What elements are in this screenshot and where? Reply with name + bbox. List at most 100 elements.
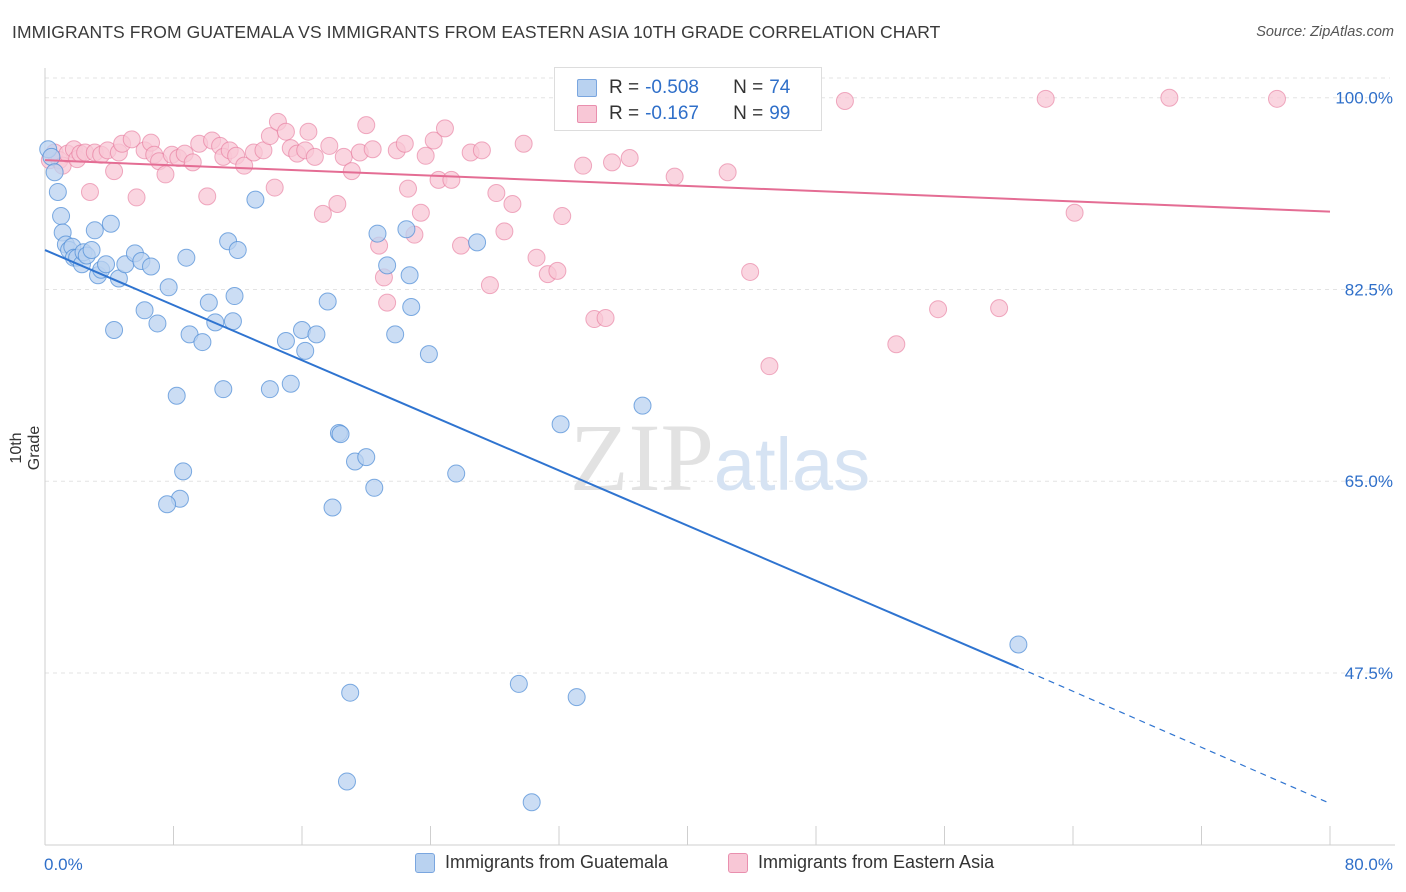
data-point-guatemala [368, 224, 387, 243]
data-point-guatemala [341, 683, 360, 702]
data-point-eastern-asia [357, 116, 376, 135]
data-point-eastern-asia [760, 357, 779, 376]
data-point-guatemala [97, 255, 116, 274]
legend-swatch-pink [577, 105, 597, 123]
data-point-guatemala [281, 374, 300, 393]
data-point-eastern-asia [305, 147, 324, 166]
data-point-eastern-asia [1036, 89, 1055, 108]
data-point-eastern-asia [887, 335, 906, 354]
data-point-eastern-asia [156, 165, 175, 184]
data-point-eastern-asia [411, 203, 430, 222]
data-point-eastern-asia [574, 156, 593, 175]
series-eastern-asia [40, 88, 1286, 376]
series-legend: Immigrants from Guatemala Immigrants fro… [0, 850, 1406, 878]
source-label: Source: ZipAtlas.com [1256, 24, 1394, 40]
data-point-eastern-asia [620, 148, 639, 167]
data-point-eastern-asia [122, 130, 141, 149]
data-point-eastern-asia [416, 146, 435, 165]
stats-row-eastern-asia: R = -0.167 N = 99 [577, 101, 790, 127]
data-point-guatemala [193, 333, 212, 352]
data-point-guatemala [402, 298, 421, 317]
data-point-eastern-asia [299, 122, 318, 141]
data-point-guatemala [296, 341, 315, 360]
data-point-guatemala [174, 462, 193, 481]
data-point-guatemala [142, 257, 161, 276]
trend-line-guatemala-extension [1018, 666, 1331, 804]
data-point-eastern-asia [835, 92, 854, 111]
data-point-eastern-asia [424, 131, 443, 150]
data-point-guatemala [397, 220, 416, 239]
data-point-guatemala [48, 182, 67, 201]
data-point-guatemala [400, 266, 419, 285]
data-point-guatemala [307, 325, 326, 344]
data-point-eastern-asia [399, 179, 418, 198]
data-point-guatemala [337, 772, 356, 791]
data-point-guatemala [45, 163, 64, 182]
x-tick-label: 0.0% [44, 855, 83, 874]
data-point-eastern-asia [198, 187, 217, 206]
stats-legend: R = -0.508 N = 74 R = -0.167 N = 99 [554, 67, 822, 131]
data-point-eastern-asia [313, 204, 332, 223]
legend-item-eastern-asia: Immigrants from Eastern Asia [728, 852, 994, 873]
data-point-eastern-asia [1160, 88, 1179, 107]
trend-line-guatemala [44, 249, 1019, 669]
data-point-eastern-asia [342, 162, 361, 181]
data-point-eastern-asia [553, 207, 572, 226]
data-point-guatemala [447, 464, 466, 483]
data-point-eastern-asia [105, 162, 124, 181]
data-point-eastern-asia [527, 248, 546, 267]
data-point-eastern-asia [265, 178, 284, 197]
data-point-eastern-asia [378, 293, 397, 312]
data-point-eastern-asia [1267, 89, 1286, 108]
data-point-guatemala [323, 498, 342, 517]
data-point-guatemala [42, 147, 61, 166]
data-point-eastern-asia [80, 182, 99, 201]
data-point-guatemala [159, 278, 178, 297]
y-axis-label: 10th Grade [8, 425, 43, 471]
r-label: R = [609, 77, 640, 98]
data-point-eastern-asia [472, 141, 491, 160]
data-point-guatemala [386, 325, 405, 344]
chart-title: IMMIGRANTS FROM GUATEMALA VS IMMIGRANTS … [12, 22, 941, 42]
legend-swatch-blue [577, 79, 597, 97]
data-point-eastern-asia [665, 167, 684, 186]
legend-item-guatemala: Immigrants from Guatemala [415, 852, 668, 873]
n-value: 74 [769, 77, 791, 98]
tick-labels: 100.0% 82.5% 65.0% 47.5% 0.0% 80.0% [44, 89, 1393, 874]
data-point-eastern-asia [603, 153, 622, 172]
data-point-guatemala [167, 386, 186, 405]
data-point-guatemala [468, 233, 487, 252]
trend-lines [44, 159, 1331, 804]
watermark: ZIPatlas [570, 404, 870, 511]
data-point-guatemala [551, 415, 570, 434]
data-point-guatemala [225, 287, 244, 306]
data-point-guatemala [177, 248, 196, 267]
data-point-guatemala [214, 380, 233, 399]
axes [44, 68, 1395, 846]
data-point-guatemala [199, 293, 218, 312]
data-point-eastern-asia [328, 195, 347, 214]
data-point-guatemala [85, 221, 104, 240]
y-tick-label: 65.0% [1345, 472, 1393, 491]
legend-label: Immigrants from Guatemala [445, 852, 669, 872]
data-point-guatemala [331, 425, 350, 444]
data-point-eastern-asia [480, 276, 499, 295]
data-point-guatemala [365, 478, 384, 497]
data-point-eastern-asia [487, 184, 506, 203]
data-point-guatemala [105, 321, 124, 340]
data-point-eastern-asia [442, 170, 461, 189]
data-point-eastern-asia [395, 134, 414, 153]
data-point-guatemala [260, 380, 279, 399]
data-point-eastern-asia [452, 236, 471, 255]
data-point-eastern-asia [235, 156, 254, 175]
n-value: 99 [769, 103, 791, 124]
data-point-eastern-asia [127, 188, 146, 207]
stats-row-guatemala: R = -0.508 N = 74 [577, 75, 790, 101]
data-point-guatemala [135, 301, 154, 320]
r-label: R = [609, 103, 640, 124]
data-point-eastern-asia [990, 299, 1009, 318]
data-point-guatemala [1009, 635, 1028, 654]
legend-swatch-blue [415, 852, 435, 873]
data-point-guatemala [522, 793, 541, 812]
